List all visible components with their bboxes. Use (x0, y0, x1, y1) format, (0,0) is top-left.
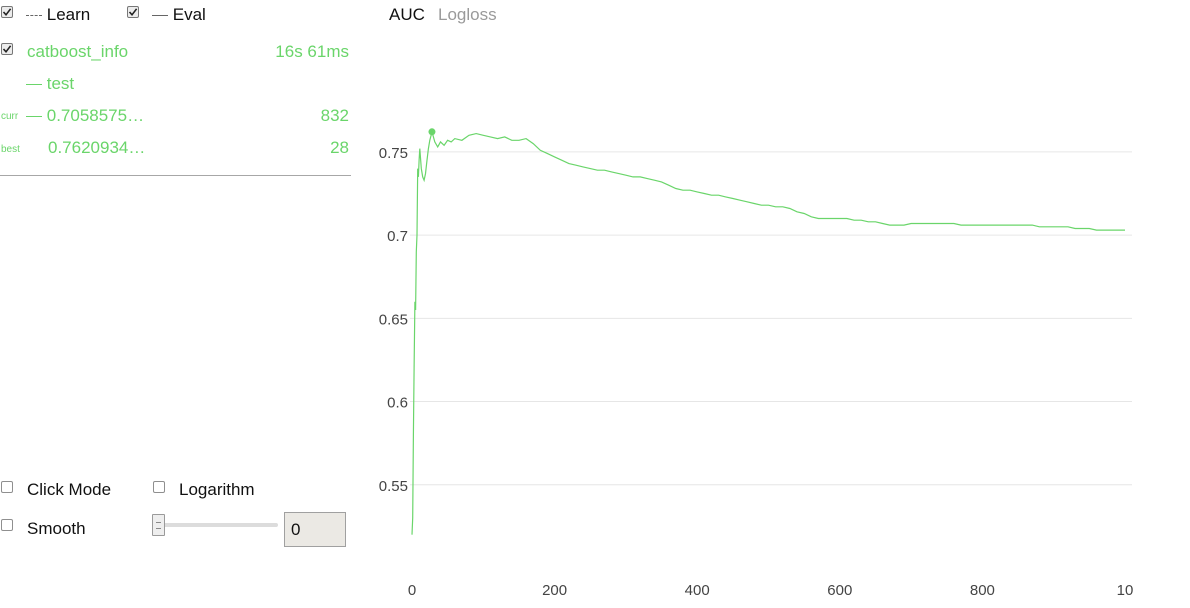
run-checkbox[interactable] (1, 43, 13, 55)
best-point-marker (428, 128, 436, 136)
curr-iteration: 832 (320, 106, 349, 125)
y-tick-label: 0.55 (379, 478, 408, 495)
x-tick-label: 200 (542, 582, 567, 599)
learn-line-sample (26, 15, 42, 17)
curr-line-sample (26, 116, 42, 118)
learn-label: Learn (46, 5, 91, 24)
click-mode-label: Click Mode (27, 480, 112, 499)
y-tick-label: 0.6 (387, 395, 408, 412)
logarithm-checkbox[interactable] (153, 481, 165, 493)
smooth-label: Smooth (27, 519, 86, 538)
x-tick-label: 600 (827, 582, 852, 599)
curr-row: 0.7058575… (26, 106, 144, 126)
best-value: 0.7620934… (48, 138, 146, 157)
eval-label: Eval (172, 5, 206, 24)
eval-line-sample (152, 15, 168, 17)
learn-checkbox[interactable] (1, 6, 13, 18)
test-series-line (411, 129, 1125, 535)
curr-label: curr (1, 111, 19, 122)
run-duration: 16s 61ms (275, 42, 349, 61)
x-tick-label: 0 (408, 582, 416, 599)
learn-legend: Learn (26, 5, 90, 25)
smooth-slider-track[interactable] (160, 523, 278, 527)
smooth-slider-handle[interactable] (152, 514, 165, 536)
y-tick-label: 0.7 (387, 228, 408, 245)
panel-divider (0, 175, 351, 176)
tab-auc[interactable]: AUC (389, 5, 425, 24)
test-series-legend: test (26, 74, 74, 94)
x-tick-label: 10 (1117, 582, 1134, 599)
click-mode-checkbox[interactable] (1, 481, 13, 493)
run-name: catboost_info (27, 42, 129, 61)
x-tick-label: 400 (685, 582, 710, 599)
test-line-sample (26, 84, 42, 86)
curr-value: 0.7058575… (46, 106, 145, 125)
y-tick-label: 0.75 (379, 145, 408, 162)
logarithm-label: Logarithm (179, 480, 255, 499)
smooth-value-input[interactable]: 0 (284, 512, 346, 547)
tab-logloss[interactable]: Logloss (438, 5, 497, 24)
smooth-checkbox[interactable] (1, 519, 13, 531)
test-label: test (46, 74, 75, 93)
best-iteration: 28 (330, 138, 349, 157)
x-tick-label: 800 (970, 582, 995, 599)
best-label: best (1, 144, 20, 155)
eval-checkbox[interactable] (127, 6, 139, 18)
y-tick-label: 0.65 (379, 311, 408, 328)
eval-legend: Eval (152, 5, 206, 25)
